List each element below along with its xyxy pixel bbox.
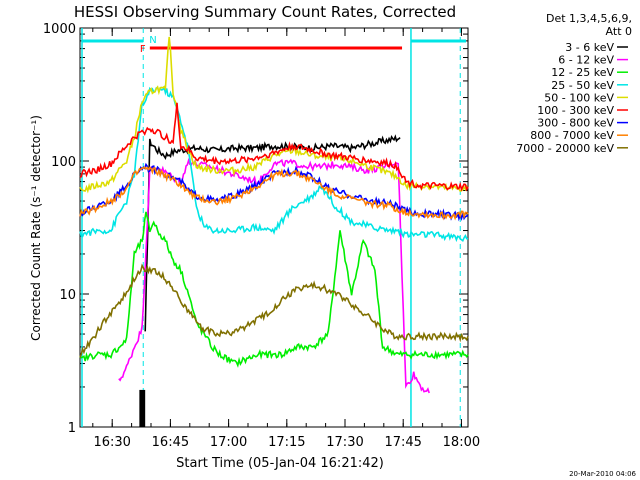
series-line (79, 85, 469, 243)
x-tick-label: 17:45 (384, 435, 421, 450)
series-line (144, 134, 401, 332)
legend-entry-label: 50 - 100 keV (544, 91, 614, 104)
y-tick-label: 100 (51, 155, 76, 170)
legend-entry-label: 25 - 50 keV (551, 79, 614, 92)
legend-entry-label: 7000 - 20000 keV (516, 142, 614, 155)
legend-entry-label: 300 - 800 keV (537, 117, 614, 130)
x-tick-labels: 16:30 16:45 17:00 17:15 17:30 17:45 18:00 (93, 435, 480, 450)
series-line (118, 157, 430, 394)
x-tick-label: 17:15 (268, 435, 305, 450)
chart-annotations: FN (81, 28, 466, 427)
series-line (79, 102, 469, 192)
x-tick-label: 17:00 (210, 435, 247, 450)
night-flag-label: N (149, 35, 156, 46)
y-tick-marks (80, 27, 468, 428)
legend-entry-label: 100 - 300 keV (537, 104, 614, 117)
x-tick-label: 16:45 (152, 435, 189, 450)
series-line (79, 36, 469, 194)
legend-entry-label: 3 - 6 keV (565, 41, 614, 54)
y-tick-labels: 1 10 100 1000 (43, 22, 76, 436)
footer-date: 20-Mar-2010 04:06 (569, 470, 636, 478)
y-axis-label: Corrected Count Rate (s⁻¹ detector⁻¹) (29, 115, 43, 341)
y-tick-label: 1000 (43, 22, 76, 37)
x-tick-label: 16:30 (93, 435, 130, 450)
flare-flag-label: F (140, 44, 146, 55)
legend-entry-label: 800 - 7000 keV (530, 129, 614, 142)
series-line (79, 263, 469, 358)
x-tick-label: 18:00 (443, 435, 480, 450)
y-tick-label: 1 (68, 421, 76, 436)
chart-title: HESSI Observing Summary Count Rates, Cor… (74, 3, 456, 21)
legend-header: Att 0 (606, 25, 632, 38)
series-line (79, 166, 469, 221)
series-line (79, 211, 469, 368)
legend-entry-label: 6 - 12 keV (558, 54, 614, 67)
legend-header: Det 1,3,4,5,6,9, (546, 12, 632, 25)
x-tick-label: 17:30 (326, 435, 363, 450)
plot-frame (79, 27, 469, 428)
series-layer (79, 36, 469, 394)
legend-entry-label: 12 - 25 keV (551, 66, 614, 79)
y-tick-label: 10 (59, 288, 76, 303)
saa-mark (139, 389, 146, 427)
x-tick-marks (92, 28, 462, 427)
x-axis-label: Start Time (05-Jan-04 16:21:42) (176, 456, 384, 471)
